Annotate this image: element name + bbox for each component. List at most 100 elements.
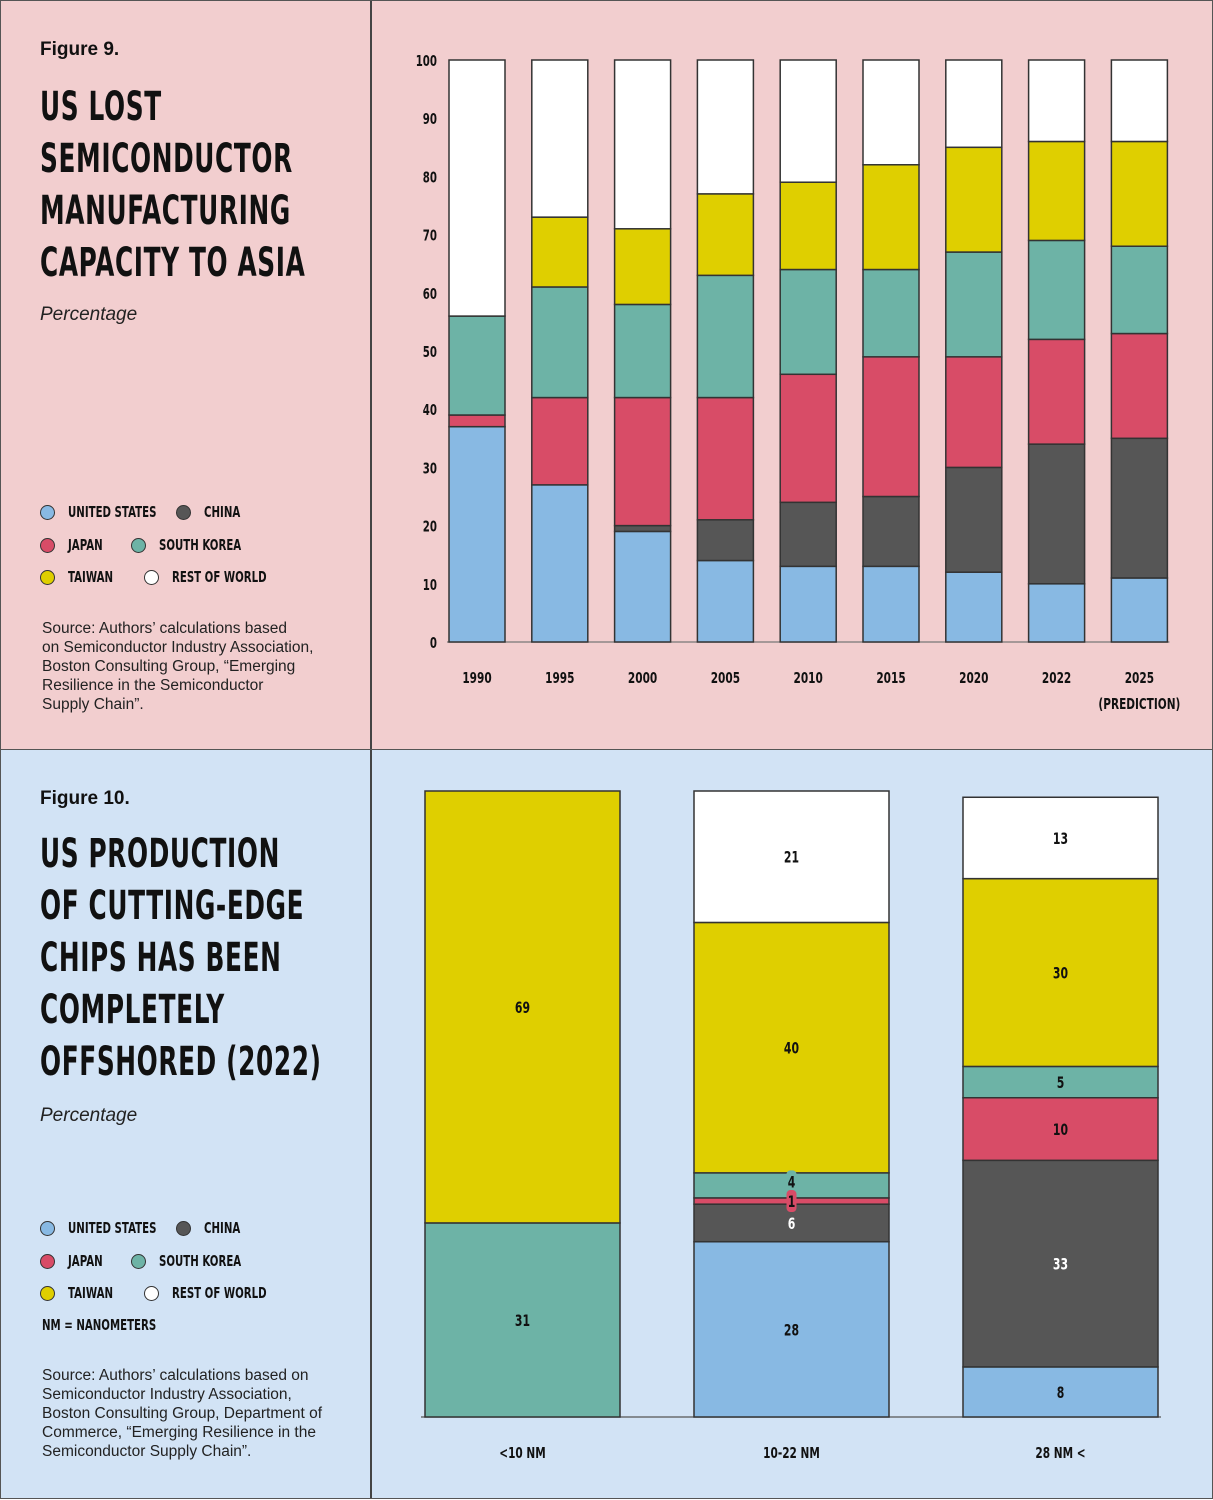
data-label: 33 [1053, 1256, 1068, 1275]
bar-segment-china-28-nm [962, 1159, 1159, 1368]
y-tick-label: 10 [423, 577, 437, 595]
bar-segment-china-2005 [696, 519, 755, 562]
bar-segment-rest-of-world-28-nm [962, 796, 1159, 880]
bar-segment-south-korea-2015 [862, 268, 920, 358]
data-label: 10 [1053, 1121, 1068, 1140]
legend-swatch [144, 569, 159, 585]
y-tick-label: 80 [423, 170, 437, 188]
bar-segment-united-states-2015 [862, 565, 920, 643]
bar-segment-south-korea-1990 [448, 315, 506, 416]
bar-segment-south-korea-28-nm [962, 1065, 1159, 1099]
bar-segment-taiwan-1995 [531, 216, 589, 288]
bar-segment-rest-of-world-2020 [945, 59, 1003, 149]
title-line: US LOST [40, 84, 162, 130]
bar-segment-united-states-2000 [613, 530, 672, 643]
title-line: US PRODUCTION [40, 831, 280, 877]
bar-segment-rest-of-world-2022 [1027, 59, 1086, 143]
legend-swatch [40, 569, 55, 585]
data-label-badge [786, 1170, 797, 1189]
title-line: MANUFACTURING [40, 188, 291, 234]
bar-segment-united-states-1990 [448, 425, 506, 643]
title-line: OFFSHORED (2022) [40, 1039, 322, 1085]
title-line: CHIPS HAS BEEN [40, 935, 282, 981]
figure-10-title: US PRODUCTION OF CUTTING-EDGE CHIPS HAS … [40, 828, 322, 1088]
bar-segment-japan-2025 [1110, 332, 1169, 440]
bar-segment-china-2025 [1110, 437, 1169, 579]
legend-item-japan: JAPAN [40, 536, 119, 554]
bar-segment-united-states-28-nm [962, 1366, 1159, 1418]
bar-segment-japan-2005 [696, 396, 755, 521]
legend-item-united-states: UNITED STATES [40, 503, 198, 521]
legend-swatch [40, 504, 55, 520]
bar-segment-taiwan-2005 [696, 193, 755, 277]
legend-label: UNITED STATES [68, 1219, 157, 1237]
x-tick-label: 10-22 NM [763, 1445, 820, 1463]
source-line: Boston Consulting Group, “Emerging [42, 658, 296, 675]
figure-10-source: Source: Authors’ calculations based on S… [42, 1366, 322, 1461]
data-label: 5 [1057, 1074, 1065, 1093]
bar-segment-taiwan-2020 [945, 146, 1003, 253]
y-tick-label: 60 [423, 286, 437, 304]
bar-segment-united-states-2010 [779, 565, 837, 643]
bar-segment-united-states-2005 [696, 559, 755, 643]
panel-divider [370, 1, 372, 749]
figure-9-subtitle: Percentage [40, 304, 138, 325]
bar-segment-china-2000 [613, 524, 672, 533]
x-tick-label: 2010 [794, 670, 823, 688]
x-tick-label: 2005 [711, 670, 740, 688]
title-line: CAPACITY TO ASIA [40, 240, 306, 286]
figure-9-label: Figure 9. [40, 39, 120, 60]
bar-segment-south-korea-1995 [531, 286, 589, 399]
legend-label: CHINA [204, 503, 241, 521]
figure-10-chart: 31 69 <10 NM 28 6 14 40 21 10-22 NM 8 33 10 5 30 13 28 … [421, 790, 1161, 1463]
data-label: 13 [1053, 830, 1068, 849]
x-tick-sublabel: (PREDICTION) [1098, 696, 1180, 714]
x-tick-label: 2025 [1125, 670, 1154, 688]
data-label: 4 [788, 1173, 796, 1192]
figure-9-chart: 0 10 20 30 40 50 60 70 80 90 100 1990 1995 2000 2005 20… [416, 53, 1181, 714]
legend-swatch [176, 1220, 191, 1236]
bar-segment-south-korea-2000 [613, 303, 672, 399]
legend-swatch [131, 537, 146, 553]
bar-segment-taiwan-2000 [613, 228, 672, 306]
legend-swatch [144, 1285, 159, 1301]
legend-item-china: CHINA [176, 503, 257, 521]
bar-segment-china-2015 [862, 495, 920, 568]
y-tick-label: 0 [430, 635, 437, 653]
legend-item-south-korea: SOUTH KOREA [131, 536, 280, 554]
bar-segment-south-korea-2025 [1110, 245, 1169, 335]
x-tick-label: 28 NM < [1035, 1445, 1085, 1463]
legend-swatch [131, 1253, 146, 1269]
x-tick-label: 2000 [628, 670, 657, 688]
data-label: 40 [784, 1040, 799, 1059]
y-tick-label: 30 [423, 461, 437, 479]
source-line: Boston Consulting Group, Department of [42, 1405, 323, 1422]
data-label: 30 [1053, 965, 1068, 984]
legend-label: SOUTH KOREA [159, 1252, 242, 1270]
legend-item-china: CHINA [176, 1219, 257, 1237]
bar-segment-taiwan-2015 [862, 164, 920, 271]
source-line: Resilience in the Semiconductor [42, 677, 264, 694]
source-line: Semiconductor Industry Association, [42, 1386, 292, 1403]
x-tick-label: 2015 [876, 670, 905, 688]
bar-segment-taiwan-2010 [779, 181, 837, 271]
y-tick-label: 90 [423, 111, 437, 129]
data-label: 1 [788, 1193, 796, 1212]
bar-segment-japan-1990 [448, 414, 506, 428]
legend-swatch [176, 504, 191, 520]
y-tick-label: 50 [423, 344, 437, 362]
panel-divider [370, 750, 372, 1498]
bar-segment-china-2020 [945, 466, 1003, 573]
bar-segment-china-2010 [779, 501, 837, 568]
legend-swatch [40, 1253, 55, 1269]
bar-segment-china-2022 [1027, 443, 1086, 585]
y-tick-label: 70 [423, 228, 437, 246]
legend-label: REST OF WORLD [172, 1284, 267, 1302]
legend-label: CHINA [204, 1219, 241, 1237]
bar-segment-rest-of-world-1995 [531, 59, 589, 218]
legend-label: JAPAN [68, 1252, 103, 1270]
bar-segment-united-states-1995 [531, 484, 589, 643]
bar-segment-japan-1995 [531, 396, 589, 486]
x-tick-label: <10 NM [499, 1445, 545, 1463]
y-tick-label: 100 [416, 53, 437, 71]
